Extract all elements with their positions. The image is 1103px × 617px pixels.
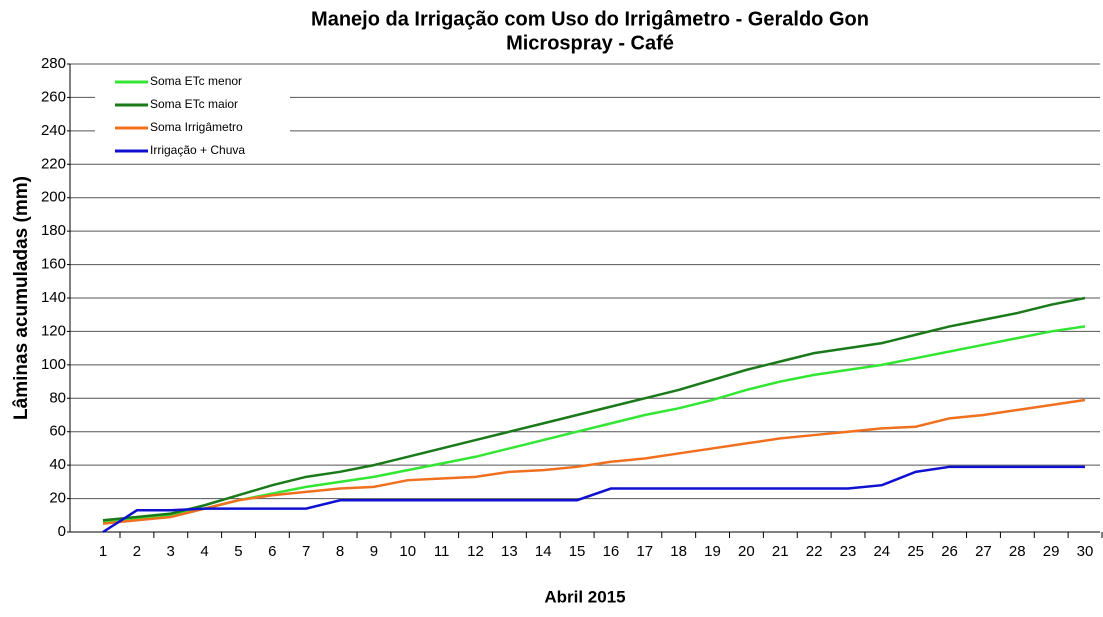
x-tick-label: 15: [569, 543, 586, 560]
y-tick-label: 20: [49, 490, 66, 507]
y-tick-label: 60: [49, 423, 66, 440]
x-tick-label: 28: [1009, 543, 1026, 560]
y-tick-label: 0: [58, 523, 66, 540]
series-line: [102, 465, 1085, 534]
x-tick-label: 2: [133, 543, 141, 560]
x-tick-label: 30: [1077, 543, 1094, 560]
x-tick-label: 1: [99, 543, 107, 560]
series-line: [102, 296, 1086, 522]
x-tick-label: 7: [302, 543, 310, 560]
y-tick-label: 240: [41, 122, 66, 139]
x-tick-label: 17: [636, 543, 653, 560]
legend-label: Soma ETc maior: [150, 97, 238, 111]
chart-title: Manejo da Irrigação com Uso do Irrigâmet…: [311, 8, 869, 30]
y-tick-label: 200: [41, 189, 66, 206]
x-tick-label: 8: [336, 543, 344, 560]
y-tick-label: 280: [41, 55, 66, 72]
y-tick-label: 40: [49, 456, 66, 473]
x-tick-label: 27: [975, 543, 992, 560]
x-tick-label: 9: [370, 543, 378, 560]
x-tick-label: 25: [907, 543, 924, 560]
y-tick-label: 120: [41, 322, 66, 339]
chart-subtitle: Microspray - Café: [506, 32, 674, 54]
y-tick-label: 180: [41, 222, 66, 239]
x-tick-label: 20: [738, 543, 755, 560]
x-tick-label: 19: [704, 543, 721, 560]
x-axis-label: Abril 2015: [544, 587, 625, 606]
y-tick-label: 140: [41, 289, 66, 306]
x-tick-label: 21: [772, 543, 789, 560]
x-tick-label: 12: [467, 543, 484, 560]
x-tick-label: 14: [535, 543, 552, 560]
x-tick-label: 4: [200, 543, 208, 560]
legend-label: Irrigação + Chuva: [150, 143, 245, 157]
series-line: [102, 398, 1086, 525]
x-tick-label: 11: [434, 543, 450, 560]
x-tick-label: 18: [670, 543, 687, 560]
legend-label: Soma ETc menor: [150, 74, 242, 88]
y-tick-label: 80: [49, 389, 66, 406]
x-tick-label: 6: [268, 543, 276, 560]
x-tick-label: 16: [603, 543, 620, 560]
x-tick-label: 23: [840, 543, 857, 560]
series-line: [102, 325, 1086, 524]
x-tick-label: 3: [167, 543, 175, 560]
x-tick-label: 24: [873, 543, 890, 560]
x-tick-label: 10: [399, 543, 416, 560]
y-tick-label: 100: [41, 356, 66, 373]
x-tick-label: 5: [234, 543, 242, 560]
y-tick-label: 220: [41, 155, 66, 172]
x-tick-label: 26: [941, 543, 958, 560]
x-tick-label: 22: [806, 543, 823, 560]
x-tick-label: 13: [501, 543, 518, 560]
x-tick-label: 29: [1043, 543, 1060, 560]
legend-label: Soma Irrigâmetro: [150, 120, 243, 134]
y-tick-label: 260: [41, 88, 66, 105]
y-tick-label: 160: [41, 256, 66, 273]
y-axis-label: Lâminas acumuladas (mm): [11, 176, 32, 420]
